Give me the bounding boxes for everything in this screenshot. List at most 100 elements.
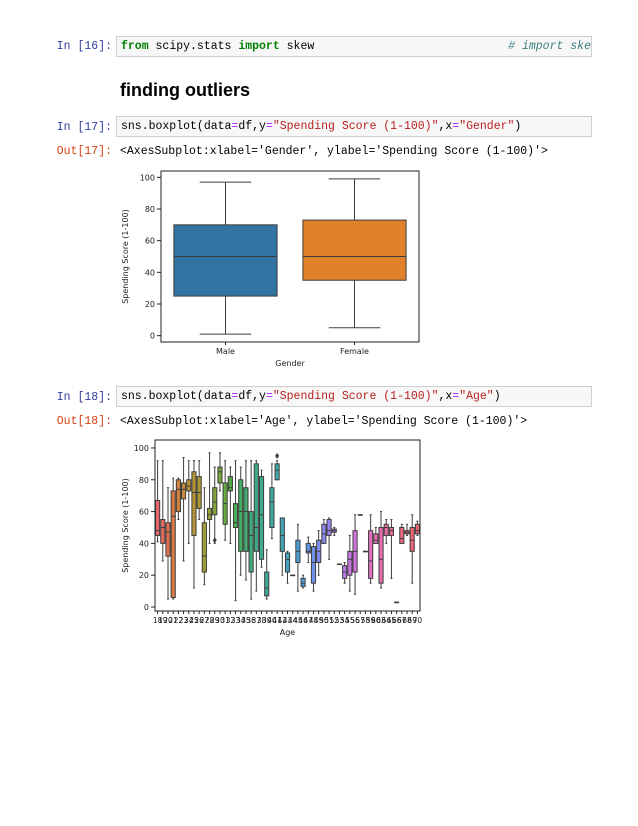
y-tick-label: 100 — [140, 173, 155, 182]
box — [264, 571, 270, 597]
x-tick-label: 54 — [340, 616, 350, 625]
box — [274, 463, 280, 481]
code-cell[interactable]: from scipy.stats import skew # import ske — [116, 36, 592, 57]
prompt: In [17]: — [56, 121, 112, 134]
box — [302, 219, 407, 281]
box — [227, 476, 233, 492]
x-tick-label: 29 — [210, 616, 220, 625]
code: df,y — [238, 120, 266, 133]
plot-frame — [160, 170, 420, 343]
box — [326, 519, 332, 536]
code: from — [121, 40, 149, 53]
y-axis-label: Spending Score (1-100) — [121, 478, 130, 573]
box — [269, 487, 275, 528]
x-tick-label: 34 — [236, 616, 246, 625]
box — [284, 552, 291, 573]
x-tick-label: 50 — [319, 616, 329, 625]
x-tick-label: 35 — [241, 616, 251, 625]
x-tick-label: 24 — [184, 616, 194, 625]
code: sns.boxplot(data — [121, 390, 232, 403]
x-tick-label: 36 — [246, 616, 256, 625]
y-tick-label: 40 — [139, 539, 149, 548]
x-tick-label: 64 — [381, 616, 391, 625]
x-tick-label: 26 — [194, 616, 204, 625]
y-tick-label: 80 — [139, 476, 149, 485]
code-cell[interactable]: sns.boxplot(data=df,y="Spending Score (1… — [116, 116, 592, 137]
x-tick-label: Female — [340, 347, 369, 356]
x-tick-label: 60 — [371, 616, 381, 625]
box — [300, 577, 306, 587]
y-tick-label: 60 — [139, 508, 149, 517]
box — [191, 471, 197, 536]
box — [165, 522, 171, 557]
code: "Gender" — [459, 120, 515, 133]
comment: # import ske — [508, 40, 591, 53]
x-tick-label: 57 — [355, 616, 365, 625]
x-tick-label: 65 — [387, 616, 397, 625]
x-tick-label: 33 — [231, 616, 241, 625]
x-tick-label: 63 — [376, 616, 386, 625]
box — [258, 476, 265, 560]
y-axis-label: Spending Score (1-100) — [121, 209, 130, 304]
x-tick-label: 68 — [402, 616, 412, 625]
x-tick-label: 25 — [189, 616, 199, 625]
box — [217, 466, 223, 484]
code-cell[interactable]: sns.boxplot(data=df,y="Spending Score (1… — [116, 386, 592, 407]
box — [243, 487, 249, 552]
box — [383, 523, 389, 536]
x-tick-label: 52 — [329, 616, 339, 625]
box — [201, 522, 207, 573]
box — [170, 490, 176, 598]
x-tick-label: 59 — [366, 616, 376, 625]
box — [248, 511, 254, 573]
x-tick-label: 31 — [220, 616, 230, 625]
x-tick-label: 67 — [397, 616, 407, 625]
x-tick-label: 39 — [262, 616, 272, 625]
box — [175, 479, 181, 513]
box — [378, 526, 384, 584]
flier — [275, 452, 280, 459]
x-tick-label: 45 — [293, 616, 303, 625]
output: <AxesSubplot:xlabel='Age', ylabel='Spend… — [120, 415, 528, 428]
box — [414, 523, 420, 535]
box — [155, 499, 161, 536]
prompt: In [18]: — [56, 391, 112, 404]
y-tick-label: 0 — [144, 603, 149, 612]
code: sns.boxplot(data — [121, 120, 232, 133]
x-tick-label: Male — [216, 347, 235, 356]
x-tick-label: 44 — [288, 616, 298, 625]
y-tick-label: 80 — [145, 205, 155, 214]
box — [305, 542, 311, 554]
x-tick-label: 53 — [335, 616, 345, 625]
y-tick-label: 60 — [145, 237, 155, 246]
x-tick-label: 21 — [168, 616, 178, 625]
code: = — [265, 390, 273, 403]
code: = — [231, 390, 239, 403]
prompt: In [16]: — [56, 40, 112, 53]
x-tick-label: 51 — [324, 616, 334, 625]
box — [279, 517, 285, 552]
code: = — [265, 120, 273, 133]
y-tick-label: 100 — [134, 444, 149, 453]
code: "Spending Score (1-100)" — [272, 120, 439, 133]
x-tick-label: 40 — [267, 616, 277, 625]
box — [399, 526, 405, 544]
code: ) — [493, 390, 501, 403]
x-tick-label: 20 — [163, 616, 173, 625]
x-tick-label: 37 — [252, 616, 262, 625]
prompt: Out[18]: — [56, 415, 112, 428]
code: = — [452, 120, 460, 133]
box — [212, 487, 218, 516]
box — [160, 519, 166, 544]
code: = — [231, 120, 239, 133]
x-tick-label: 32 — [226, 616, 236, 625]
x-tick-label: 28 — [205, 616, 215, 625]
x-tick-label: 30 — [215, 616, 225, 625]
code: import — [238, 40, 280, 53]
box — [368, 530, 374, 579]
x-tick-label: 56 — [350, 616, 360, 625]
x-tick-label: 43 — [283, 616, 293, 625]
x-tick-label: 55 — [345, 616, 355, 625]
